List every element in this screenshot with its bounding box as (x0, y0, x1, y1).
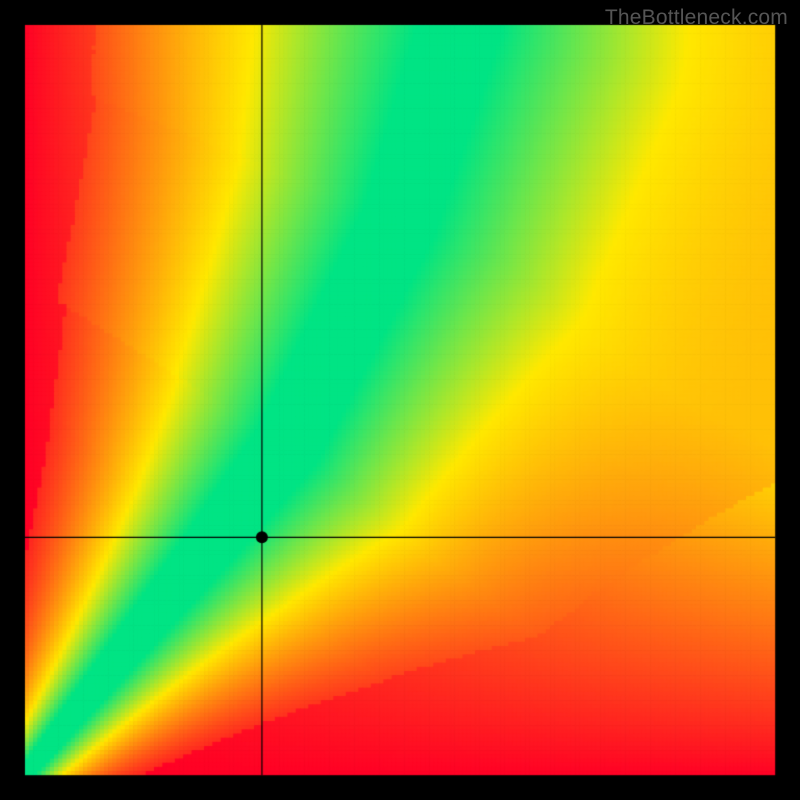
watermark-text: TheBottleneck.com (605, 6, 788, 30)
heatmap-canvas (0, 0, 800, 800)
chart-container: TheBottleneck.com (0, 0, 800, 800)
